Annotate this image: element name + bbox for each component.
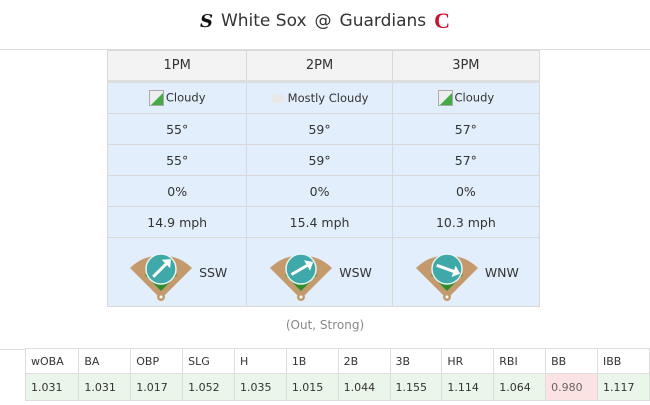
wind-direction-label: WNW	[484, 264, 519, 280]
stat-header: BA	[78, 348, 132, 374]
divider	[0, 349, 25, 350]
stat-header: HR	[441, 348, 495, 374]
stats-header-row: wOBA BA OBP SLG H 1B 2B 3B HR RBI BB IBB	[24, 348, 650, 374]
stat-header: RBI	[493, 348, 547, 374]
time-row: 1PM 2PM 3PM	[106, 50, 541, 83]
stat-header: 3B	[389, 348, 443, 374]
condition-cell: Cloudy	[391, 81, 541, 114]
broken-image-icon	[437, 90, 453, 106]
ballpark-wind-icon	[415, 253, 478, 301]
broken-image-icon	[148, 90, 164, 106]
temp-cell: 55°	[106, 113, 248, 145]
wind-direction-cell: SSW	[106, 237, 248, 307]
wind-direction-cell: WSW	[246, 237, 393, 307]
stats-value-row: 1.031 1.031 1.017 1.052 1.035 1.015 1.044 1.155…	[24, 373, 650, 401]
guardians-logo: C	[434, 8, 451, 33]
stat-header: SLG	[182, 348, 235, 374]
divider	[0, 49, 650, 50]
wind-direction-cell: WNW	[391, 237, 541, 307]
home-team: Guardians	[339, 11, 427, 31]
stat-value: 0.980	[545, 373, 598, 401]
wind-direction-row: SSW WSW WNW	[106, 237, 541, 307]
condition-label: Cloudy	[165, 90, 206, 105]
stat-value: 1.015	[285, 373, 339, 401]
temp-cell: 57°	[391, 113, 541, 145]
feels-like-cell: 57°	[391, 144, 541, 176]
wind-speed-cell: 14.9 mph	[106, 206, 248, 238]
stat-value: 1.031	[78, 373, 132, 401]
stat-value: 1.017	[130, 373, 184, 401]
stat-value: 1.044	[337, 373, 391, 401]
stat-value: 1.155	[389, 373, 443, 401]
temp-cell: 59°	[246, 113, 393, 145]
precip-cell: 0%	[391, 175, 541, 207]
precip-cell: 0%	[246, 175, 393, 207]
stat-header: 1B	[285, 348, 339, 374]
wind-effect-caption: (Out, Strong)	[285, 318, 365, 332]
stat-value: 1.035	[233, 373, 287, 401]
stat-header: BB	[545, 348, 598, 374]
condition-label: Cloudy	[454, 90, 495, 105]
condition-cell: Mostly Cloudy	[246, 81, 393, 114]
game-title: S White Sox @ Guardians C	[0, 8, 650, 34]
precip-row: 0% 0% 0%	[106, 175, 541, 207]
ballpark-wind-icon	[270, 253, 333, 301]
at-separator: @	[314, 11, 332, 31]
stat-value: 1.064	[493, 373, 547, 401]
white-sox-logo: S	[199, 10, 213, 32]
condition-row: Cloudy Mostly Cloudy Cloudy	[106, 81, 541, 114]
park-factor-table: wOBA BA OBP SLG H 1B 2B 3B HR RBI BB IBB 1.031 1.031…	[24, 348, 650, 401]
stat-value: 1.117	[596, 373, 650, 401]
precip-cell: 0%	[106, 175, 248, 207]
time-header: 1PM	[106, 50, 248, 83]
time-header: 2PM	[246, 50, 393, 83]
feels-like-cell: 59°	[246, 144, 393, 176]
stat-value: 1.114	[441, 373, 495, 401]
condition-label: Mostly Cloudy	[287, 91, 369, 105]
wind-speed-cell: 10.3 mph	[391, 206, 541, 238]
feels-like-row: 55° 59° 57°	[106, 144, 541, 176]
wind-direction-label: WSW	[339, 264, 372, 280]
wind-speed-cell: 15.4 mph	[246, 206, 393, 238]
stat-value: 1.031	[24, 373, 80, 401]
cloud-icon	[270, 94, 285, 103]
time-header: 3PM	[391, 50, 541, 83]
ballpark-wind-icon	[130, 253, 193, 301]
wind-direction-label: SSW	[199, 264, 228, 280]
temp-row: 55° 59° 57°	[106, 113, 541, 145]
condition-cell: Cloudy	[106, 81, 248, 114]
stat-value: 1.052	[182, 373, 235, 401]
feels-like-cell: 55°	[106, 144, 248, 176]
weather-table: 1PM 2PM 3PM Cloudy Mostly Cloudy Cloudy 55° 5…	[106, 50, 541, 307]
stat-header: IBB	[596, 348, 650, 374]
stat-header: H	[233, 348, 287, 374]
stat-header: wOBA	[24, 348, 80, 374]
stat-header: OBP	[130, 348, 184, 374]
wind-speed-row: 14.9 mph 15.4 mph 10.3 mph	[106, 206, 541, 238]
stat-header: 2B	[337, 348, 391, 374]
away-team: White Sox	[220, 11, 307, 31]
